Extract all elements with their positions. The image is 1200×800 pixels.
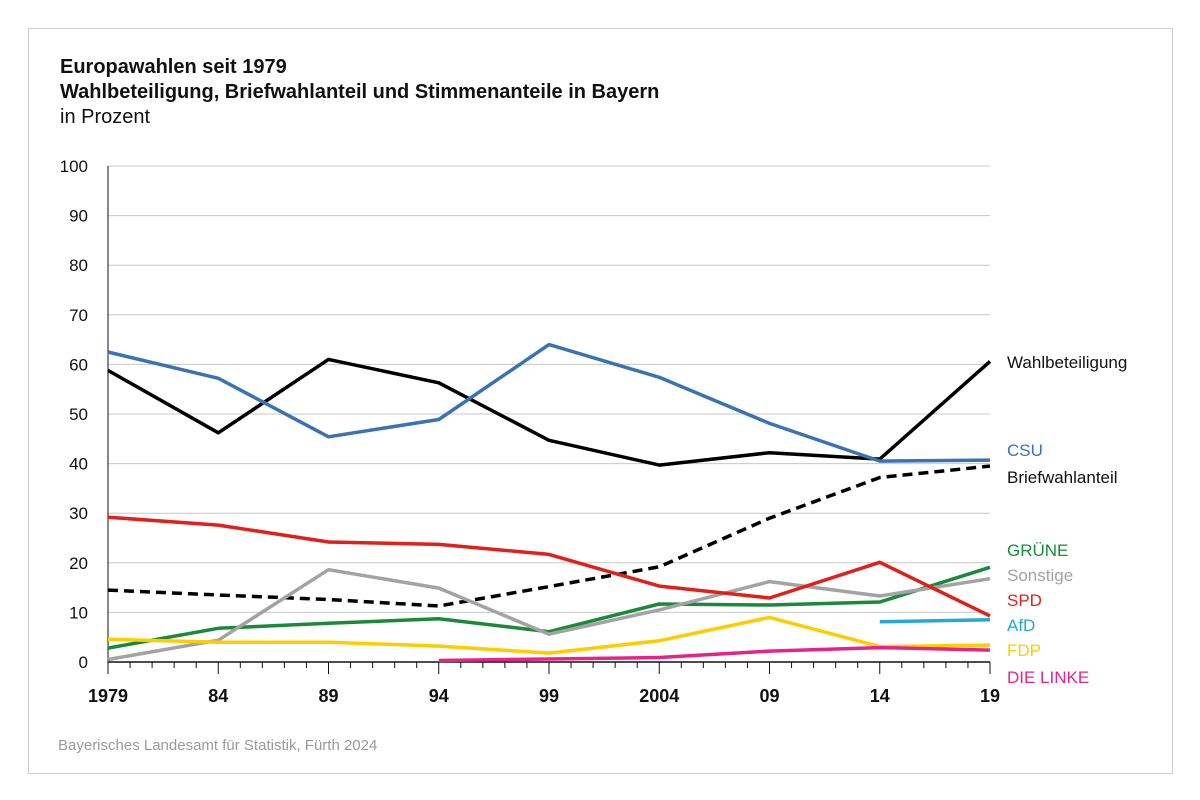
y-tick-label: 40: [69, 455, 88, 474]
series-line-csu: [107, 342, 991, 463]
series-label-briefwahlanteil: Briefwahlanteil: [1007, 468, 1118, 487]
axes: 0 10 20 30 40 50 60 70 80 90 100 1979 84 89 94 99 2004 09…: [60, 157, 1000, 706]
x-tick-label: 94: [429, 686, 449, 706]
y-tick-label: 0: [79, 653, 88, 672]
x-tick-label: 89: [318, 686, 338, 706]
series-line-spd: [107, 515, 991, 618]
unit-label: in Prozent: [60, 106, 151, 128]
chart-subtitle: Wahlbeteiligung, Briefwahlanteil und Sti…: [60, 81, 660, 103]
x-tick-label: 19: [980, 686, 1000, 706]
chart-title: Europawahlen seit 1979: [60, 56, 287, 78]
gridlines: [108, 165, 990, 613]
series-label-die-linke: DIE LINKE: [1007, 668, 1089, 687]
series-labels: Wahlbeteiligung CSU Briefwahlanteil GRÜNE So…: [1007, 353, 1127, 687]
y-tick-label: 20: [69, 554, 88, 573]
x-tick-label: 1979: [88, 686, 128, 706]
series-line-grüne: [107, 565, 991, 650]
series-label-fdp: FDP: [1007, 641, 1041, 660]
series-lines: [107, 342, 992, 663]
source-note: Bayerisches Landesamt für Statistik, Für…: [58, 737, 378, 754]
y-tick-label: 90: [69, 207, 88, 226]
x-tick-label: 84: [208, 686, 228, 706]
y-tick-label: 100: [60, 157, 88, 176]
y-tick-label: 10: [69, 603, 88, 622]
y-tick-label: 80: [69, 256, 88, 275]
series-line-fdp: [107, 615, 991, 655]
x-tick-label: 99: [539, 686, 559, 706]
series-line-afd: [879, 618, 991, 624]
series-line-sonstige: [107, 567, 991, 662]
y-tick-label: 70: [69, 306, 88, 325]
y-tick-label: 60: [69, 355, 88, 374]
x-tick-label: 14: [870, 686, 890, 706]
x-tick-label: 2004: [639, 686, 679, 706]
series-label-spd: SPD: [1007, 591, 1042, 610]
series-label-csu: CSU: [1007, 441, 1043, 460]
series-line-die-linke: [438, 645, 991, 663]
series-line-briefwahlanteil: [107, 464, 991, 608]
series-label-afd: AfD: [1007, 616, 1035, 635]
y-tick-label: 50: [69, 405, 88, 424]
series-label-sonstige: Sonstige: [1007, 566, 1073, 585]
y-tick-label: 30: [69, 504, 88, 523]
series-line-wahlbeteiligung: [107, 357, 992, 467]
x-tick-label: 09: [759, 686, 779, 706]
series-label-grüne: GRÜNE: [1007, 541, 1068, 560]
series-label-wahlbeteiligung: Wahlbeteiligung: [1007, 353, 1127, 372]
